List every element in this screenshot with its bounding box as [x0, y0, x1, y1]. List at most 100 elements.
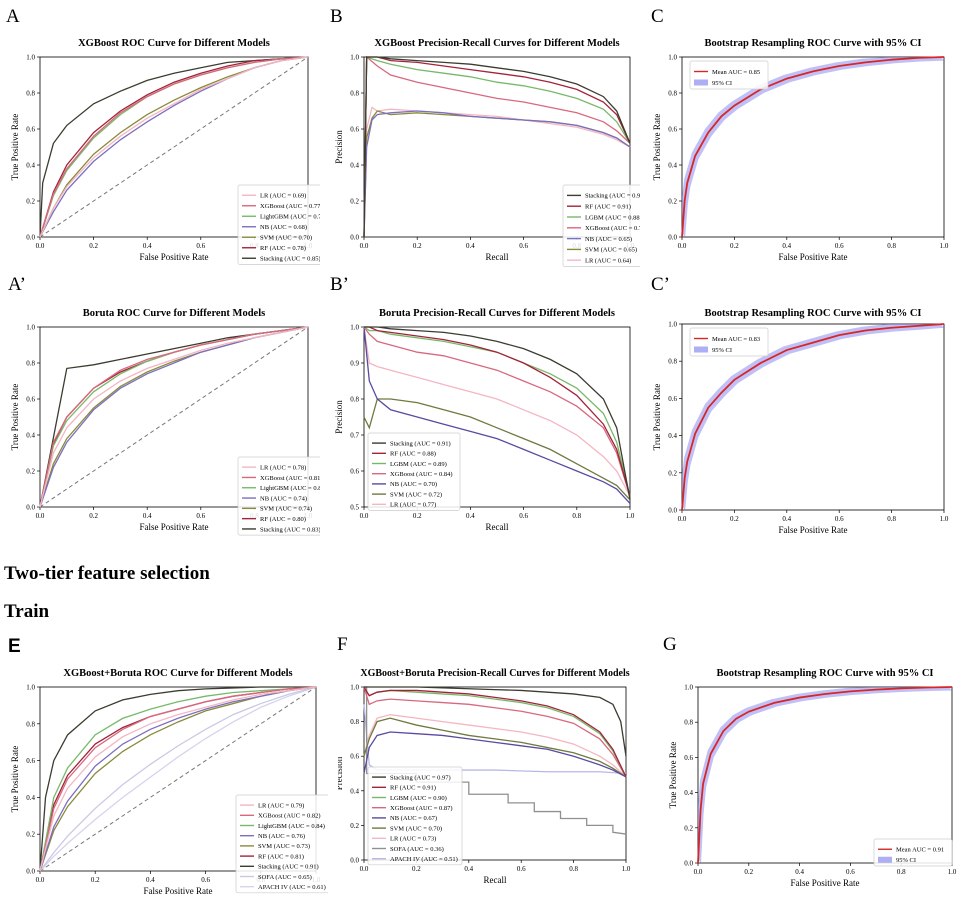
- legend-entry: APACH IV (AUC = 0.51): [390, 856, 458, 863]
- y-tick-label: 1.0: [668, 321, 677, 329]
- legend-entry: SVM (AUC = 0.73): [258, 843, 310, 850]
- x-tick-label: 0.0: [36, 876, 45, 884]
- series-line: [681, 323, 945, 511]
- chart-panel-G: Bootstrap Resampling ROC Curve with 95% …: [668, 668, 957, 888]
- series-line: [364, 326, 631, 497]
- y-tick-label: 0.5: [350, 504, 359, 512]
- legend-entry: XGBoost (AUC = 0.81): [260, 475, 320, 482]
- panel-letter-A-prime: A’: [8, 274, 26, 295]
- x-tick-label: 1.0: [948, 868, 957, 876]
- series-line: [363, 731, 627, 778]
- legend-entry: LGBM (AUC = 0.88): [585, 214, 640, 221]
- series-line: [363, 326, 631, 504]
- legend-entry: 95% CI: [712, 347, 732, 354]
- diagonal-reference-line: [39, 686, 317, 872]
- chart-title: XGBoost Precision-Recall Curves for Diff…: [374, 38, 619, 49]
- legend-entry: SOFA (AUC = 0.65): [258, 874, 312, 881]
- x-axis-label: Recall: [486, 522, 509, 532]
- series-line: [363, 686, 627, 778]
- series-line: [39, 56, 309, 238]
- legend-entry: 95% CI: [896, 857, 916, 864]
- x-tick-label: 1.0: [626, 512, 635, 520]
- y-tick-label: 0.0: [350, 234, 359, 242]
- legend-entry: NB (AUC = 0.76): [258, 833, 305, 840]
- y-tick-label: 1.0: [26, 324, 35, 332]
- legend-entry: LightGBM (AUC = 0.77): [260, 214, 320, 221]
- y-axis-label: True Positive Rate: [652, 384, 662, 451]
- section-heading-two-tier: Two-tier feature selection: [4, 563, 210, 584]
- panel-letter-C: C: [651, 6, 664, 27]
- legend-box: [235, 794, 328, 894]
- y-tick-label: 0.4: [26, 794, 35, 802]
- legend-swatch: [694, 79, 708, 86]
- series-line: [39, 326, 309, 508]
- series-line: [363, 56, 631, 238]
- legend-entry: LightGBM (AUC = 0.80): [260, 485, 320, 492]
- legend-entry: 95% CI: [712, 80, 732, 87]
- legend-box: [237, 184, 320, 265]
- legend-entry: XGBoost (AUC = 0.84): [390, 471, 453, 478]
- x-tick-label: 1.0: [622, 865, 631, 873]
- chart-title: XGBoost+Boruta ROC Curve for Different M…: [63, 668, 292, 679]
- chart-title: Boruta ROC Curve for Different Models: [83, 308, 265, 319]
- series-line: [39, 686, 317, 872]
- y-axis-label: Precision: [338, 756, 344, 790]
- x-tick-label: 0.6: [196, 242, 205, 250]
- legend-entry: LR (AUC = 0.79): [258, 802, 304, 809]
- y-axis-label: Precision: [334, 400, 344, 434]
- y-tick-label: 0.8: [350, 396, 359, 404]
- y-tick-label: 0.6: [684, 754, 693, 762]
- y-tick-label: 0.0: [684, 860, 693, 868]
- x-axis-label: False Positive Rate: [779, 252, 848, 262]
- y-tick-label: 0.6: [350, 753, 359, 761]
- panel-letter-C-prime: C’: [651, 274, 670, 295]
- y-tick-label: 0.2: [668, 198, 677, 206]
- y-tick-label: 0.0: [668, 507, 677, 515]
- legend-entry: LGBM (AUC = 0.90): [390, 795, 447, 802]
- legend-entry: Stacking (AUC = 0.97): [390, 774, 451, 781]
- series-line: [363, 56, 631, 238]
- x-tick-label: 0.2: [413, 242, 422, 250]
- legend-entry: LGBM (AUC = 0.89): [390, 461, 447, 468]
- y-tick-label: 0.8: [26, 360, 35, 368]
- legend-entry: Mean AUC = 0.91: [896, 847, 944, 854]
- series-line: [681, 56, 945, 238]
- series-line: [39, 686, 317, 872]
- series-line: [39, 56, 309, 238]
- panel-letter-B-prime: B’: [330, 274, 349, 295]
- x-tick-label: 0.4: [143, 242, 152, 250]
- legend-entry: NB (AUC = 0.67): [390, 815, 437, 822]
- legend-box: [367, 432, 461, 511]
- x-tick-label: 0.0: [694, 868, 703, 876]
- x-tick-label: 0.2: [730, 515, 739, 523]
- x-tick-label: 0.6: [835, 242, 844, 250]
- x-tick-label: 1.0: [940, 242, 949, 250]
- y-tick-label: 0.4: [350, 162, 359, 170]
- chart-panel-B: XGBoost Precision-Recall Curves for Diff…: [334, 38, 640, 267]
- legend-entry: SVM (AUC = 0.70): [260, 235, 312, 242]
- y-axis-label: Precision: [334, 130, 344, 164]
- series-line: [363, 714, 627, 778]
- y-tick-label: 0.0: [668, 234, 677, 242]
- chart-title: Bootstrap Resampling ROC Curve with 95% …: [716, 668, 933, 679]
- y-tick-label: 0.8: [26, 720, 35, 728]
- legend-entry: Stacking (AUC = 0.93): [585, 193, 640, 200]
- legend-entry: RF (AUC = 0.91): [585, 204, 631, 211]
- plot-frame: [681, 323, 945, 511]
- x-tick-label: 0.4: [466, 242, 475, 250]
- series-line: [39, 56, 309, 238]
- y-tick-label: 0.6: [668, 395, 677, 403]
- y-tick-label: 0.8: [668, 90, 677, 98]
- panel-letter-B: B: [330, 6, 343, 27]
- x-tick-label: 0.0: [36, 242, 45, 250]
- x-tick-label: 0.0: [360, 865, 369, 873]
- x-tick-label: 0.6: [196, 512, 205, 520]
- x-axis-label: False Positive Rate: [791, 878, 860, 888]
- legend-box: [689, 327, 769, 357]
- chart-panel-B-prime: Boruta Precision-Recall Curves for Diffe…: [334, 308, 635, 532]
- y-tick-label: 0.0: [26, 868, 35, 876]
- x-tick-label: 0.6: [201, 876, 210, 884]
- y-tick-label: 0.6: [26, 757, 35, 765]
- y-tick-label: 0.0: [350, 857, 359, 865]
- ci-band: [698, 687, 952, 863]
